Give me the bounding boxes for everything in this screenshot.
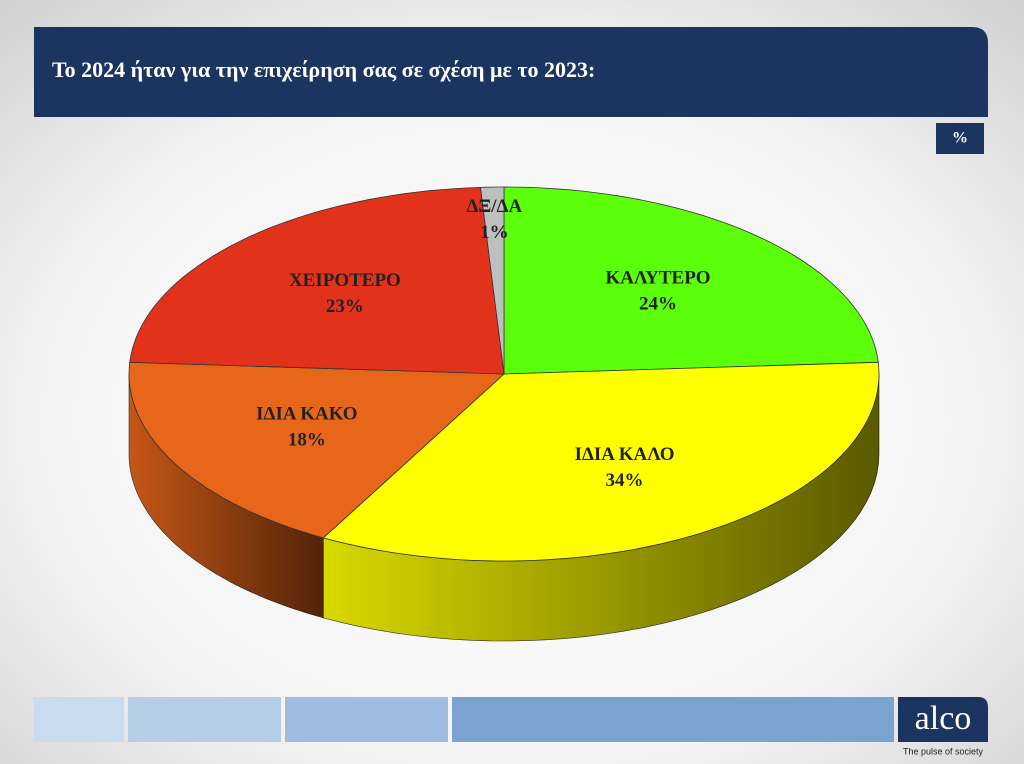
slice-value-label: 1% xyxy=(480,222,509,243)
title-bar xyxy=(34,27,988,117)
footer-bar xyxy=(34,697,124,742)
slice-value-label: 18% xyxy=(288,429,326,450)
footer-bar xyxy=(452,697,894,742)
slice-label: ΔΞ/ΔΑ xyxy=(466,196,522,217)
pie-slice xyxy=(129,186,505,375)
footer-bar xyxy=(285,697,448,742)
slice-value-label: 34% xyxy=(606,470,644,491)
pie-side-shade xyxy=(129,374,324,618)
slice-label: ΚΑΛΥΤΕΡΟ xyxy=(605,268,710,289)
pie-slice xyxy=(128,361,506,539)
slice-label: ΙΔΙΑ ΚΑΚΟ xyxy=(256,403,357,424)
pie-slice xyxy=(503,186,879,375)
chart-title: Το 2024 ήταν για την επιχείρηση σας σε σ… xyxy=(52,57,595,82)
logo-box xyxy=(898,697,988,742)
unit-badge-box xyxy=(936,123,984,154)
slice-label: ΧΕΙΡΟΤΕΡΟ xyxy=(289,270,401,291)
pie-slice xyxy=(480,186,505,375)
pie: ΚΑΛΥΤΕΡΟ 24% ΙΔΙΑ ΚΑΛΟ 34% ΙΔΙΑ ΚΑΚΟ 18% ΧΕΙΡΟ… xyxy=(128,186,880,642)
logo-tagline: The pulse of society xyxy=(903,746,984,756)
pie-side-shade xyxy=(323,374,879,641)
footer-bar xyxy=(128,697,281,742)
logo-name: alco xyxy=(915,700,972,737)
slice-value-label: 24% xyxy=(639,294,677,315)
slice-value-label: 23% xyxy=(326,296,364,317)
unit-badge: % xyxy=(952,130,968,147)
slice-label: ΙΔΙΑ ΚΑΛΟ xyxy=(575,444,675,465)
